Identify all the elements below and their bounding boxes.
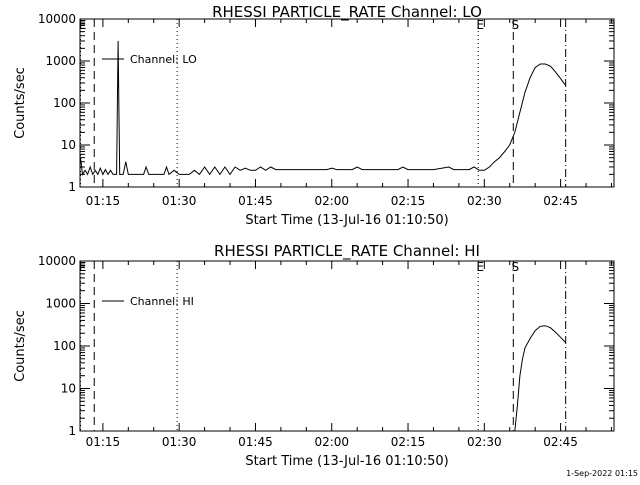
y-tick-label: 10: [61, 138, 76, 152]
x-tick-label: 01:30: [162, 194, 197, 208]
x-tick-label: 02:00: [314, 194, 349, 208]
x-tick-label: 02:30: [467, 194, 502, 208]
x-axis-label: Start Time (13-Jul-16 01:10:50): [245, 454, 448, 469]
x-tick-label: 02:45: [543, 435, 578, 449]
y-tick-label: 1: [68, 424, 76, 438]
y-tick-label: 100: [53, 96, 76, 110]
legend-label: Channel: LO: [130, 53, 197, 66]
marker-label: S: [511, 18, 519, 32]
marker-label: E: [476, 260, 484, 274]
x-axis-label: Start Time (13-Jul-16 01:10:50): [245, 213, 448, 228]
y-tick-label: 1000: [45, 297, 76, 311]
y-axis-label: Counts/sec: [13, 310, 28, 382]
y-tick-label: 10: [61, 382, 76, 396]
plot-frame: [79, 18, 615, 188]
x-tick-label: 01:45: [238, 194, 273, 208]
y-tick-label: 10000: [38, 12, 76, 26]
chart-panel-1: RHESSI PARTICLE_RATE Channel: LO 01:15 01:…: [13, 3, 615, 228]
series-line: [80, 40, 567, 176]
marker-label: E: [79, 18, 87, 32]
marker-label: E: [79, 260, 87, 274]
x-tick-label: 01:15: [86, 435, 121, 449]
x-tick-label: 01:15: [86, 194, 121, 208]
marker-label: S: [511, 260, 519, 274]
x-tick-label: 01:45: [238, 435, 273, 449]
legend-label: Channel: HI: [130, 295, 194, 308]
x-tick-label: 02:15: [391, 435, 426, 449]
series-line: [514, 325, 567, 431]
x-tick-label: 02:00: [314, 435, 349, 449]
x-tick-label: 02:30: [467, 435, 502, 449]
chart-panel-2: RHESSI PARTICLE_RATE Channel: HI 01:15 01:…: [13, 242, 615, 469]
date-stamp: 1-Sep-2022 01:15: [566, 469, 638, 478]
chart-title: RHESSI PARTICLE_RATE Channel: HI: [214, 242, 480, 261]
y-tick-label: 100: [53, 339, 76, 353]
y-tick-label: 1000: [45, 54, 76, 68]
y-axis-label: Counts/sec: [13, 67, 28, 139]
y-tick-label: 10000: [38, 254, 76, 268]
x-tick-label: 02:15: [391, 194, 426, 208]
x-tick-label: 01:30: [162, 435, 197, 449]
x-tick-label: 02:45: [543, 194, 578, 208]
marker-label: E: [476, 18, 484, 32]
y-tick-label: 1: [68, 180, 76, 194]
plot-frame: [79, 260, 615, 432]
chart-title: RHESSI PARTICLE_RATE Channel: LO: [212, 3, 482, 22]
